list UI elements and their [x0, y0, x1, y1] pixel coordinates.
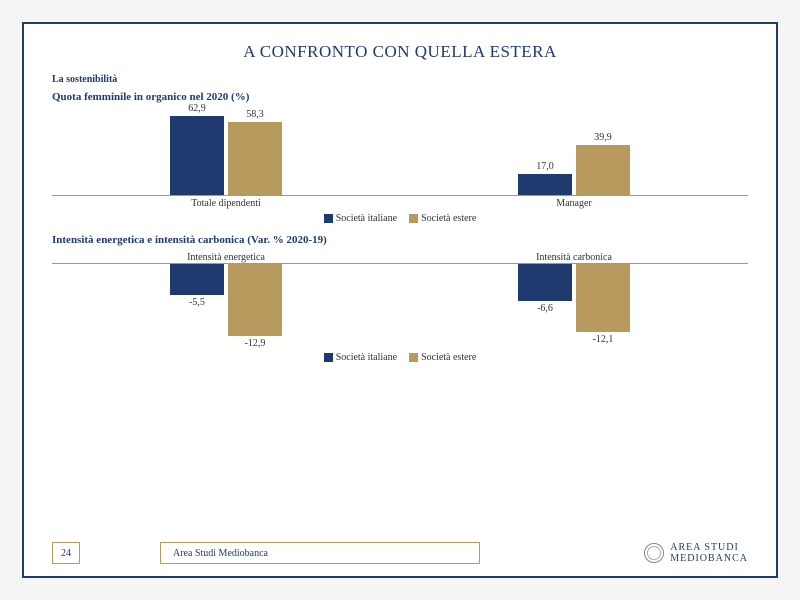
- legend-swatch: [324, 214, 333, 223]
- chart2: Intensità energeticaIntensità carbonica …: [52, 250, 748, 348]
- bar: -12,9: [228, 264, 282, 349]
- bar-value-label: -5,5: [189, 297, 205, 308]
- slide-title: A CONFRONTO CON QUELLA ESTERA: [52, 42, 748, 62]
- bar-value-label: -12,9: [245, 338, 266, 349]
- bar-rect: [170, 264, 224, 295]
- bar: 39,9: [576, 132, 630, 195]
- legend-swatch: [324, 353, 333, 362]
- legend-label: Società italiane: [336, 213, 397, 224]
- bar-value-label: 39,9: [594, 132, 612, 143]
- chart1: 62,958,317,039,9 Totale dipendentiManage…: [52, 107, 748, 209]
- bar-rect: [170, 116, 224, 195]
- bar-value-label: 62,9: [188, 103, 206, 114]
- bar: 58,3: [228, 109, 282, 195]
- bar: -5,5: [170, 264, 224, 308]
- logo-icon: [644, 543, 664, 563]
- bar-value-label: 17,0: [536, 161, 554, 172]
- bar-rect: [576, 264, 630, 332]
- sustainability-label: La sostenibilità: [52, 74, 748, 85]
- legend-swatch: [409, 214, 418, 223]
- bar-rect: [518, 174, 572, 195]
- chart1-subtitle: Quota femminile in organico nel 2020 (%): [52, 91, 748, 103]
- page-number: 24: [52, 542, 80, 564]
- group-label: Intensità carbonica: [400, 252, 748, 263]
- logo-text: AREA STUDI MEDIOBANCA: [670, 542, 748, 564]
- legend-swatch: [409, 353, 418, 362]
- logo: AREA STUDI MEDIOBANCA: [644, 542, 748, 564]
- bar-rect: [228, 122, 282, 195]
- legend-label: Società italiane: [336, 352, 397, 363]
- bar: -6,6: [518, 264, 572, 314]
- legend-label: Società estere: [421, 352, 476, 363]
- chart1-legend: Società italiane Società estere: [52, 213, 748, 224]
- slide-frame: A CONFRONTO CON QUELLA ESTERA La sosteni…: [22, 22, 778, 578]
- chart2-legend: Società italiane Società estere: [52, 352, 748, 363]
- bar-rect: [228, 264, 282, 336]
- legend-label: Società estere: [421, 213, 476, 224]
- group-label: Totale dipendenti: [52, 198, 400, 209]
- bar-value-label: -12,1: [593, 334, 614, 345]
- logo-line2: MEDIOBANCA: [670, 553, 748, 564]
- chart2-subtitle: Intensità energetica e intensità carboni…: [52, 234, 748, 246]
- bar-value-label: 58,3: [246, 109, 264, 120]
- bar-rect: [576, 145, 630, 195]
- bar-value-label: -6,6: [537, 303, 553, 314]
- group-label: Manager: [400, 198, 748, 209]
- group-label: Intensità energetica: [52, 252, 400, 263]
- footer: 24 Area Studi Mediobanca AREA STUDI MEDI…: [52, 542, 748, 564]
- bar-rect: [518, 264, 572, 301]
- bar: -12,1: [576, 264, 630, 345]
- logo-line1: AREA STUDI: [670, 542, 748, 553]
- footer-org: Area Studi Mediobanca: [160, 542, 480, 564]
- bar: 62,9: [170, 103, 224, 195]
- bar: 17,0: [518, 161, 572, 195]
